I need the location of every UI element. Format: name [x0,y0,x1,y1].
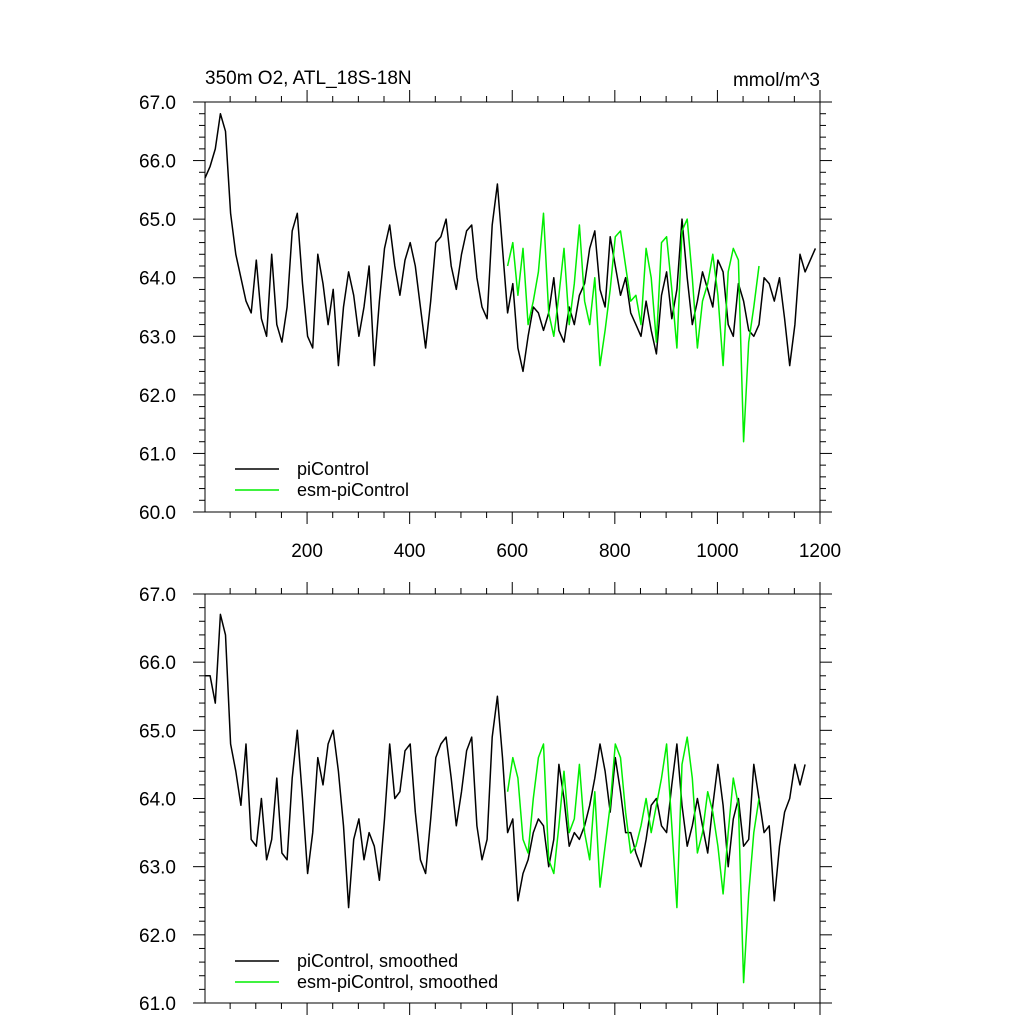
y-tick-label: 67.0 [139,585,176,606]
y-tick-label: 63.0 [139,858,176,879]
x-tick-label: 400 [394,541,426,562]
x-tick-label: 200 [291,541,323,562]
y-tick-label: 66.0 [139,653,176,674]
plot-frame [204,101,821,513]
legend-label: esm-piControl [297,480,409,500]
series-line-picontrol [204,112,817,373]
series-line-esm-picontrol [506,212,760,443]
y-tick-label: 64.0 [139,790,176,811]
x-tick-label: 800 [599,541,631,562]
top-panel: 60.0 61.0 62.0 63.0 64.0 65.0 66.0 67.0 200 400 60… [139,90,841,562]
y-tick-label: 67.0 [139,93,176,114]
y-tick-label: 66.0 [139,152,176,173]
series-line-picontrol-smoothed [205,613,806,909]
y-tick-label: 63.0 [139,327,176,348]
chart-title: 350m O2, ATL_18S-18N [205,68,412,89]
y-tick-label: 62.0 [139,386,176,407]
bottom-panel: 61.0 62.0 63.0 64.0 65.0 66.0 67.0 piControl, s… [139,582,832,1015]
y-tick-label: 62.0 [139,926,176,947]
series-line-esm-picontrol-smoothed [506,736,760,984]
legend-label: esm-piControl, smoothed [297,972,498,992]
units-label: mmol/m^3 [733,70,820,91]
y-tick-label: 65.0 [139,721,176,742]
plot-frame [204,593,821,1004]
y-tick-label: 65.0 [139,210,176,231]
y-tick-label: 60.0 [139,503,176,524]
x-tick-label: 1000 [696,541,738,562]
y-tick-label: 61.0 [139,994,176,1015]
y-tick-label: 61.0 [139,444,176,465]
x-tick-label: 1200 [799,541,841,562]
legend-label: piControl [297,459,369,479]
legend-label: piControl, smoothed [297,951,458,971]
y-tick-label: 64.0 [139,269,176,290]
x-tick-label: 600 [496,541,528,562]
